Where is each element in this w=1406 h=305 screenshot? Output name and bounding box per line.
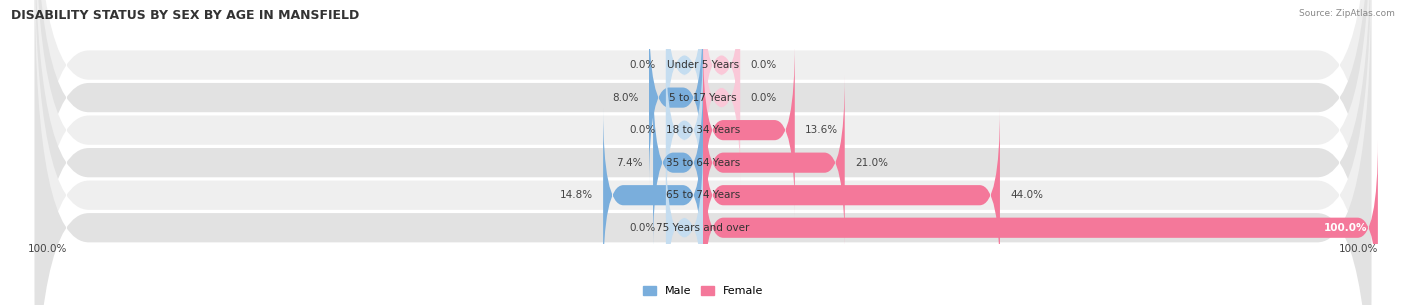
FancyBboxPatch shape <box>35 0 1371 305</box>
FancyBboxPatch shape <box>666 0 703 152</box>
Text: Under 5 Years: Under 5 Years <box>666 60 740 70</box>
Text: 13.6%: 13.6% <box>804 125 838 135</box>
Text: 35 to 64 Years: 35 to 64 Years <box>666 158 740 168</box>
FancyBboxPatch shape <box>666 43 703 218</box>
Text: 65 to 74 Years: 65 to 74 Years <box>666 190 740 200</box>
FancyBboxPatch shape <box>703 43 794 218</box>
Text: 8.0%: 8.0% <box>613 93 638 102</box>
Text: DISABILITY STATUS BY SEX BY AGE IN MANSFIELD: DISABILITY STATUS BY SEX BY AGE IN MANSF… <box>11 9 360 22</box>
Text: 7.4%: 7.4% <box>616 158 643 168</box>
Text: Source: ZipAtlas.com: Source: ZipAtlas.com <box>1299 9 1395 18</box>
FancyBboxPatch shape <box>703 140 1378 305</box>
Text: 18 to 34 Years: 18 to 34 Years <box>666 125 740 135</box>
Text: 0.0%: 0.0% <box>630 125 655 135</box>
FancyBboxPatch shape <box>35 0 1371 305</box>
FancyBboxPatch shape <box>703 108 1000 283</box>
FancyBboxPatch shape <box>603 108 703 283</box>
Text: 0.0%: 0.0% <box>630 60 655 70</box>
Text: 21.0%: 21.0% <box>855 158 887 168</box>
Text: 14.8%: 14.8% <box>560 190 593 200</box>
Text: 0.0%: 0.0% <box>751 93 776 102</box>
Text: 5 to 17 Years: 5 to 17 Years <box>669 93 737 102</box>
FancyBboxPatch shape <box>652 75 703 250</box>
Text: 100.0%: 100.0% <box>1339 244 1378 254</box>
Text: 0.0%: 0.0% <box>630 223 655 233</box>
FancyBboxPatch shape <box>703 10 740 185</box>
FancyBboxPatch shape <box>35 0 1371 305</box>
Legend: Male, Female: Male, Female <box>638 282 768 301</box>
Text: 100.0%: 100.0% <box>28 244 67 254</box>
FancyBboxPatch shape <box>703 75 845 250</box>
FancyBboxPatch shape <box>35 0 1371 305</box>
Text: 0.0%: 0.0% <box>751 60 776 70</box>
FancyBboxPatch shape <box>666 140 703 305</box>
Text: 75 Years and over: 75 Years and over <box>657 223 749 233</box>
Text: 100.0%: 100.0% <box>1324 223 1368 233</box>
FancyBboxPatch shape <box>35 0 1371 305</box>
FancyBboxPatch shape <box>650 10 703 185</box>
FancyBboxPatch shape <box>703 0 740 152</box>
FancyBboxPatch shape <box>35 0 1371 305</box>
Text: 44.0%: 44.0% <box>1010 190 1043 200</box>
